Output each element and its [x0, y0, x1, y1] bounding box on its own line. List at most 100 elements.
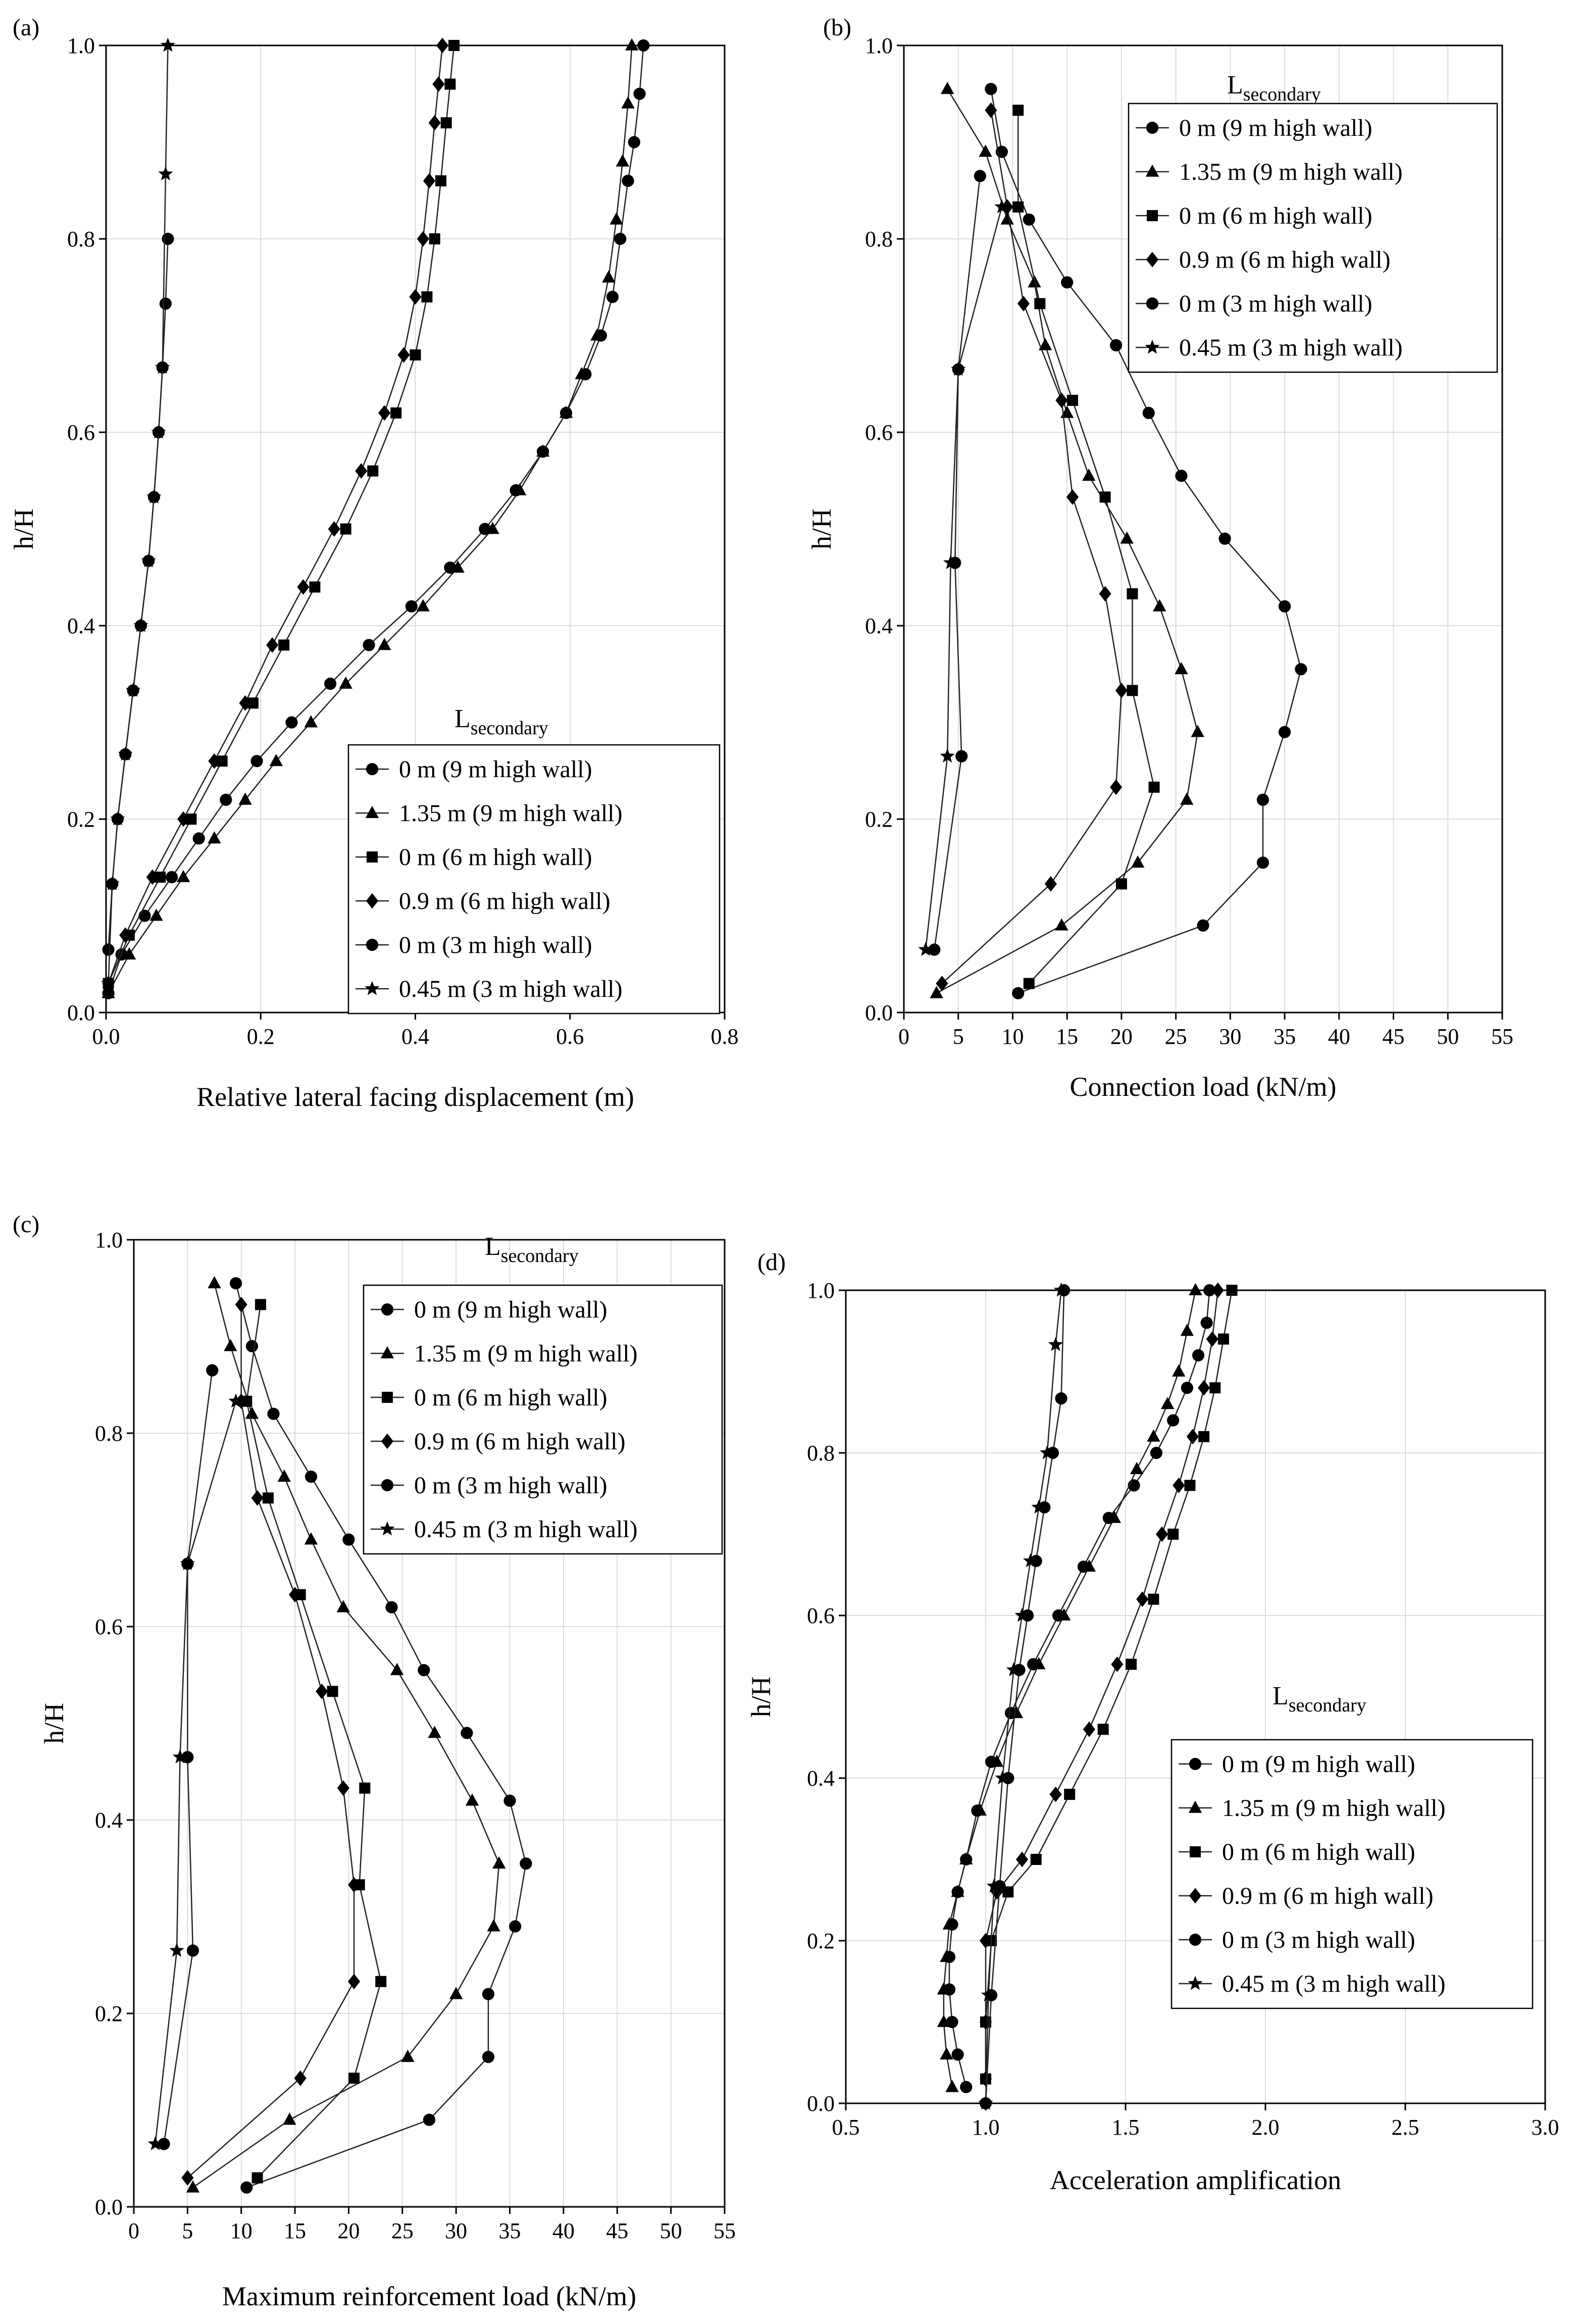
data-point: [147, 2136, 163, 2150]
y-tick-label: 0.8: [67, 227, 95, 251]
data-point: [176, 870, 190, 882]
series-6: [978, 1282, 1069, 2110]
panel-label: (d): [757, 1249, 786, 1276]
y-tick-label: 0.2: [865, 807, 893, 832]
data-point: [633, 87, 646, 100]
x-tick-label: 45: [606, 2218, 628, 2243]
legend-title-sub: secondary: [1243, 84, 1321, 105]
data-point: [1278, 600, 1291, 613]
x-tick-label: 10: [230, 2218, 252, 2243]
data-point: [1066, 489, 1079, 505]
data-point: [146, 489, 162, 503]
data-point: [995, 1770, 1010, 1785]
data-point: [1038, 338, 1052, 350]
data-point: [181, 1751, 194, 1763]
data-point: [348, 2073, 360, 2084]
legend-item: 0 m (6 m high wall): [355, 844, 592, 871]
data-point: [1173, 1478, 1185, 1493]
data-point: [1256, 793, 1269, 806]
data-point: [1211, 1282, 1224, 1298]
data-point: [1061, 276, 1074, 289]
series-line: [941, 110, 1123, 984]
data-point: [359, 1782, 371, 1794]
data-point: [1040, 1445, 1055, 1459]
data-point: [1099, 586, 1111, 602]
series-line: [108, 45, 443, 984]
data-point: [297, 579, 310, 595]
x-tick-label: 2.0: [1252, 2115, 1280, 2140]
data-point: [451, 560, 465, 573]
y-tick-label: 0.4: [95, 1808, 123, 1833]
data-point: [1172, 1364, 1186, 1377]
legend-item: 0 m (6 m high wall): [371, 1384, 607, 1411]
data-point: [288, 1587, 301, 1603]
data-point: [1082, 1559, 1096, 1572]
data-point: [1198, 1431, 1210, 1442]
data-point: [1064, 1789, 1076, 1800]
legend-marker: [1189, 1757, 1202, 1771]
data-point: [160, 37, 176, 52]
data-point: [304, 1471, 318, 1483]
data-point: [1206, 1331, 1218, 1347]
legend-label: 0 m (6 m high wall): [1222, 1839, 1415, 1865]
series-line: [108, 45, 644, 994]
legend-label: 0 m (9 m high wall): [1222, 1751, 1415, 1778]
x-tick-label: 5: [182, 2218, 193, 2243]
data-point: [461, 1727, 473, 1739]
data-point: [520, 1857, 532, 1870]
data-point: [1256, 856, 1269, 869]
data-point: [1083, 1722, 1096, 1737]
legend-marker: [365, 805, 379, 818]
series-line: [187, 1304, 355, 2179]
data-point: [440, 117, 452, 129]
x-tick-label: 20: [337, 2218, 360, 2243]
series-5: [158, 1364, 219, 2150]
data-point: [942, 1917, 956, 1930]
y-tick-label: 0.8: [865, 227, 893, 251]
data-point: [1023, 978, 1035, 989]
legend-item: 0.45 m (3 m high wall): [1179, 1971, 1446, 1997]
data-point: [1015, 1851, 1029, 1867]
x-tick-label: 0.0: [92, 1024, 120, 1049]
data-point: [245, 1406, 259, 1419]
data-point: [1110, 779, 1123, 795]
legend-item: 0.45 m (3 m high wall): [355, 976, 623, 1002]
data-point: [118, 746, 133, 761]
data-point: [1057, 1608, 1071, 1621]
data-point: [423, 173, 436, 189]
series-4: [936, 102, 1128, 991]
series-6: [147, 1393, 243, 2150]
data-point: [951, 362, 966, 376]
data-point: [417, 231, 429, 247]
data-point: [375, 1976, 387, 1987]
data-point: [955, 750, 968, 763]
data-point: [220, 793, 232, 806]
data-point: [978, 2095, 993, 2110]
legend-title-sub: secondary: [501, 1245, 579, 1267]
panel-label: (c): [13, 1211, 39, 1238]
legend-label: 1.35 m (9 m high wall): [1179, 159, 1403, 185]
data-point: [960, 2081, 973, 2093]
data-point: [1055, 918, 1068, 931]
data-point: [208, 831, 221, 844]
data-point: [416, 599, 430, 612]
legend-label: 0.45 m (3 m high wall): [399, 976, 623, 1002]
x-tick-label: 20: [1110, 1024, 1133, 1049]
data-point: [378, 405, 391, 421]
data-point: [1226, 1285, 1238, 1296]
legend-marker: [367, 851, 378, 863]
legend-item: 1.35 m (9 m high wall): [1179, 1795, 1446, 1822]
legend-marker: [382, 1392, 393, 1403]
legend-label: 0 m (3 m high wall): [399, 932, 592, 958]
data-point: [1180, 792, 1194, 805]
data-point: [492, 1856, 506, 1869]
legend-item: 0 m (9 m high wall): [371, 1296, 607, 1323]
x-tick-label: 50: [1437, 1024, 1459, 1049]
data-point: [1175, 470, 1188, 482]
data-point: [355, 463, 368, 479]
legend-marker: [366, 938, 379, 951]
data-point: [1049, 1786, 1062, 1802]
data-point: [401, 2049, 415, 2062]
legend-marker: [1188, 1800, 1202, 1813]
